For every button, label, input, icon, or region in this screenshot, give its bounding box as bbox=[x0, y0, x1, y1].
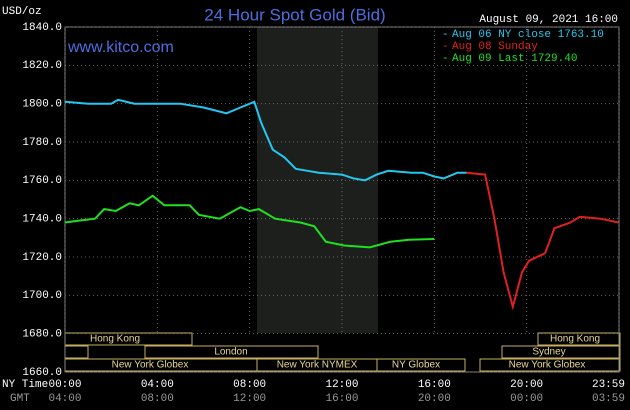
y-label: USD/oz bbox=[2, 6, 42, 18]
session: Hong Kong bbox=[550, 334, 600, 345]
legend-label: Aug 09 Last 1729.40 bbox=[452, 53, 577, 65]
legend-label: Aug 06 NY close 1763.10 bbox=[452, 29, 604, 41]
y-tick-label: 1680.0 bbox=[22, 329, 62, 341]
sessions: Hong Kong London New York Globex New Yor… bbox=[64, 332, 621, 372]
x-tick-label: 00:00 bbox=[48, 379, 81, 391]
y-tick-label: 1800.0 bbox=[22, 99, 62, 111]
x2-tick-label: 08:00 bbox=[141, 393, 174, 405]
x2-tick-label: 03:59 bbox=[592, 393, 625, 405]
x2-tick-label: 00:00 bbox=[510, 393, 543, 405]
chart-title: 24 Hour Spot Gold (Bid) bbox=[204, 5, 385, 24]
y-tick-label: 1660.0 bbox=[22, 367, 62, 379]
session: NY Globex bbox=[392, 360, 440, 371]
x-tick-label: 12:00 bbox=[325, 379, 358, 391]
y-tick-label: 1720.0 bbox=[22, 252, 62, 264]
session: Hong Kong bbox=[90, 334, 140, 345]
x-tick-label: 04:00 bbox=[141, 379, 174, 391]
y-tick-label: 1700.0 bbox=[22, 290, 62, 302]
x-tick-label: 20:00 bbox=[510, 379, 543, 391]
y-tick-label: 1760.0 bbox=[22, 175, 62, 187]
legend-dash: - bbox=[442, 29, 449, 41]
session: New York Globex bbox=[112, 360, 189, 371]
session: Sydney bbox=[532, 347, 565, 358]
session: London bbox=[214, 347, 247, 358]
y-tick-label: 1780.0 bbox=[22, 137, 62, 149]
timestamp: August 09, 2021 16:00 bbox=[479, 14, 618, 26]
x-tick-label: 16:00 bbox=[418, 379, 451, 391]
legend-label: Aug 08 Sunday bbox=[452, 41, 538, 53]
y-tick-label: 1840.0 bbox=[22, 22, 62, 34]
x2-tick-label: 20:00 bbox=[418, 393, 451, 405]
session: New York Globex bbox=[509, 360, 586, 371]
x-tick-label: 23:59 bbox=[592, 379, 625, 391]
series-line bbox=[64, 194, 435, 249]
x2-tick-label: 12:00 bbox=[233, 393, 266, 405]
x2-tick-label: 16:00 bbox=[325, 393, 358, 405]
y-tick-label: 1740.0 bbox=[22, 214, 62, 226]
x2-label: GMT bbox=[10, 393, 30, 405]
y-tick-label: 1820.0 bbox=[22, 60, 62, 72]
x-label: NY Time bbox=[2, 379, 48, 391]
site: www.kitco.com bbox=[67, 39, 174, 56]
x-tick-label: 08:00 bbox=[233, 379, 266, 391]
x2-tick-label: 04:00 bbox=[48, 393, 81, 405]
series-line bbox=[64, 98, 467, 182]
session: New York NYMEX bbox=[277, 360, 358, 371]
series-line bbox=[466, 171, 619, 311]
legend-dash: - bbox=[442, 41, 449, 53]
legend-dash: - bbox=[442, 53, 449, 65]
